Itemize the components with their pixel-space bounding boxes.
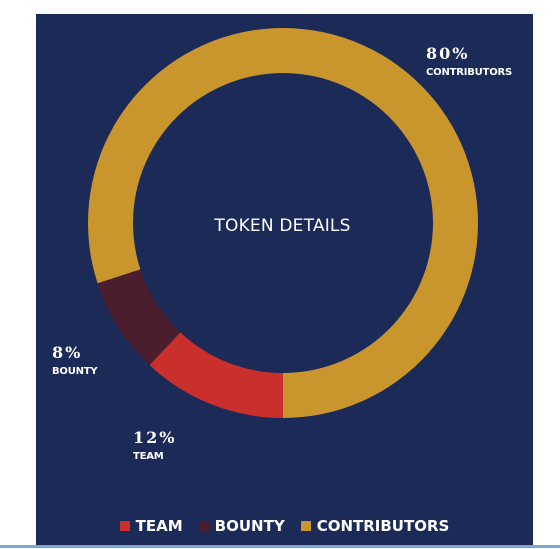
donut-slice-team: [149, 332, 283, 418]
legend-swatch-bounty: [198, 521, 209, 531]
slice-label-bounty: 8% BOUNTY: [52, 343, 98, 377]
legend-label-team: TEAM: [135, 517, 183, 535]
donut-slice-bounty: [97, 269, 181, 366]
legend-item-team: TEAM: [119, 517, 183, 535]
legend-item-bounty: BOUNTY: [198, 517, 285, 535]
legend-item-contributors: CONTRIBUTORS: [300, 517, 450, 535]
slice-value-team: 12%: [133, 428, 177, 447]
legend-swatch-team: [119, 521, 130, 531]
chart-legend: TEAM BOUNTY CONTRIBUTORS: [36, 517, 533, 535]
bottom-divider: [0, 545, 560, 548]
chart-title: TOKEN DETAILS: [214, 216, 351, 236]
donut-chart: [88, 28, 479, 419]
slice-name-team: TEAM: [133, 451, 164, 462]
legend-label-contributors: CONTRIBUTORS: [316, 517, 450, 535]
slice-value-bounty: 8%: [52, 343, 83, 362]
slice-value-contributors: 80%: [426, 44, 470, 63]
legend-label-bounty: BOUNTY: [214, 517, 285, 535]
slice-label-team: 12% TEAM: [133, 430, 176, 462]
slice-name-contributors: CONTRIBUTORS: [426, 67, 513, 78]
slice-name-bounty: BOUNTY: [52, 366, 98, 377]
legend-swatch-contributors: [300, 521, 311, 531]
slice-label-contributors: 80% CONTRIBUTORS: [426, 46, 512, 78]
